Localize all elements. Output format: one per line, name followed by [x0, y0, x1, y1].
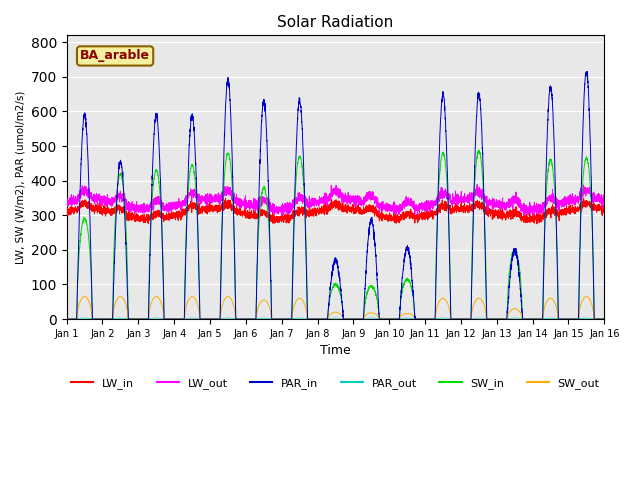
- SW_out: [600, 316, 607, 322]
- SW_in: [426, 316, 434, 322]
- PAR_out: [316, 316, 323, 322]
- Line: SW_in: SW_in: [67, 150, 604, 319]
- PAR_in: [316, 316, 323, 322]
- Legend: LW_in, LW_out, PAR_in, PAR_out, SW_in, SW_out: LW_in, LW_out, PAR_in, PAR_out, SW_in, S…: [67, 373, 604, 393]
- LW_in: [316, 208, 323, 214]
- Text: BA_arable: BA_arable: [80, 49, 150, 62]
- PAR_out: [600, 316, 608, 322]
- Line: LW_in: LW_in: [67, 198, 604, 224]
- SW_in: [456, 316, 463, 322]
- SW_out: [600, 316, 608, 322]
- SW_out: [486, 316, 494, 322]
- PAR_in: [63, 316, 70, 322]
- PAR_in: [600, 316, 607, 322]
- LW_in: [600, 203, 607, 208]
- LW_out: [456, 196, 463, 202]
- X-axis label: Time: Time: [320, 344, 351, 357]
- LW_in: [456, 209, 463, 215]
- Line: PAR_out: PAR_out: [67, 318, 604, 319]
- LW_in: [221, 195, 229, 201]
- LW_out: [600, 192, 607, 198]
- PAR_in: [426, 316, 434, 322]
- LW_in: [63, 206, 70, 212]
- PAR_in: [159, 277, 167, 283]
- LW_out: [159, 206, 167, 212]
- SW_in: [159, 266, 167, 272]
- SW_out: [426, 316, 434, 322]
- LW_in: [426, 214, 434, 219]
- PAR_in: [486, 316, 494, 322]
- PAR_out: [600, 316, 607, 322]
- Line: PAR_in: PAR_in: [67, 72, 604, 319]
- LW_out: [473, 181, 481, 187]
- SW_in: [475, 147, 483, 153]
- LW_out: [524, 212, 532, 218]
- LW_in: [600, 202, 608, 208]
- LW_out: [426, 202, 434, 207]
- SW_out: [316, 316, 323, 322]
- SW_in: [63, 316, 70, 322]
- SW_out: [63, 316, 70, 322]
- Line: SW_out: SW_out: [67, 297, 604, 319]
- PAR_out: [159, 316, 167, 322]
- SW_out: [81, 294, 88, 300]
- PAR_out: [456, 316, 463, 322]
- LW_out: [316, 201, 323, 206]
- LW_in: [159, 216, 167, 221]
- SW_in: [600, 316, 608, 322]
- PAR_out: [426, 316, 434, 322]
- Title: Solar Radiation: Solar Radiation: [277, 15, 394, 30]
- PAR_in: [456, 316, 463, 322]
- SW_in: [316, 316, 323, 322]
- LW_in: [486, 206, 494, 212]
- LW_out: [486, 199, 494, 204]
- PAR_out: [81, 315, 88, 321]
- SW_in: [600, 316, 607, 322]
- PAR_in: [600, 316, 608, 322]
- Y-axis label: LW, SW (W/m2), PAR (umol/m2/s): LW, SW (W/m2), PAR (umol/m2/s): [15, 91, 25, 264]
- LW_out: [600, 192, 608, 198]
- LW_in: [533, 221, 541, 227]
- SW_out: [159, 310, 167, 315]
- PAR_out: [63, 316, 70, 322]
- PAR_out: [486, 316, 494, 322]
- Line: LW_out: LW_out: [67, 184, 604, 215]
- PAR_in: [583, 69, 591, 74]
- SW_out: [456, 316, 463, 322]
- SW_in: [486, 316, 494, 322]
- LW_out: [63, 197, 70, 203]
